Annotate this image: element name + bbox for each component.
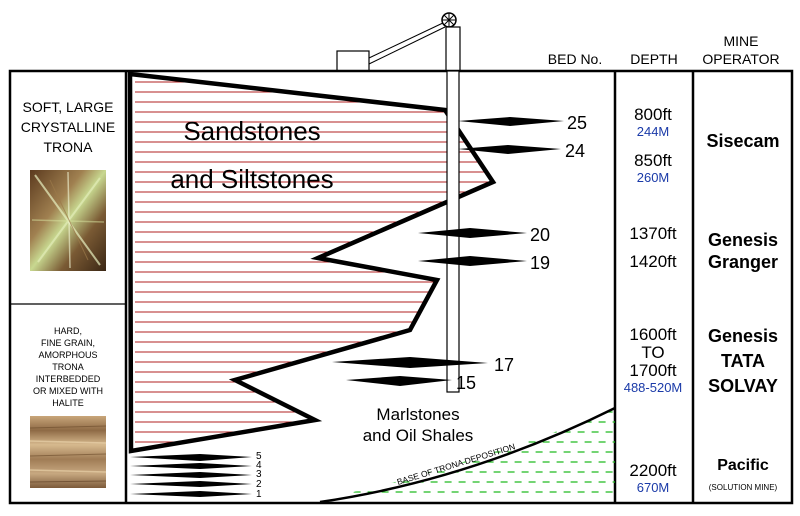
trona-bed-25: 25: [458, 113, 587, 133]
hard-trona-line-1: HARD,: [54, 326, 82, 336]
lower-bed-5-label: 5: [256, 451, 262, 462]
trona-type-column: SOFT, LARGE CRYSTALLINE TRONA HARD, FINE…: [21, 99, 115, 488]
operator-genesis-tata-1: Genesis: [708, 326, 778, 346]
operator-genesis-granger-2: Granger: [708, 252, 778, 272]
base-of-trona-line: [319, 406, 616, 504]
hard-trona-line-6: OR MIXED WITH: [33, 386, 103, 396]
hard-trona-line-5: INTERBEDDED: [36, 374, 101, 384]
base-of-trona-label: BASE OF TRONA DEPOSITION: [396, 441, 517, 487]
column-headers: BED No. DEPTH MINE OPERATOR: [548, 33, 780, 67]
operator-solvay: SOLVAY: [708, 376, 778, 396]
hard-trona-line-4: TRONA: [52, 362, 84, 372]
hoist-cable-2: [368, 26, 446, 65]
marl-label-line-2: and Oil Shales: [363, 426, 474, 445]
hard-trona-line-7: HALITE: [52, 398, 84, 408]
trona-bed-20: 20: [418, 225, 550, 245]
headframe: [445, 26, 461, 72]
mine-header: MINE: [724, 33, 759, 49]
lower-bed-2-label: 2: [256, 479, 262, 490]
soft-trona-line-1: SOFT, LARGE: [22, 99, 113, 115]
depth-column: 800ft 244M 850ft 260M 1370ft 1420ft 1600…: [624, 105, 683, 495]
sandstone-label-line-2: and Siltstones: [170, 164, 333, 194]
soft-trona-line-3: TRONA: [44, 139, 94, 155]
trona-bed-19: 19: [418, 253, 550, 273]
depth-1700ft: 1700ft: [629, 361, 677, 380]
amorphous-trona-photo: [29, 416, 107, 488]
trona-bed-15: 15: [346, 373, 476, 393]
depth-244m: 244M: [637, 124, 670, 139]
bed-17-label: 17: [494, 355, 514, 375]
operator-genesis-granger-1: Genesis: [708, 230, 778, 250]
depth-2200ft: 2200ft: [629, 461, 677, 480]
depth-670m: 670M: [637, 480, 670, 495]
depth-850ft: 850ft: [634, 151, 672, 170]
crystalline-trona-photo: [30, 170, 106, 271]
sandstone-label-line-1: Sandstones: [183, 116, 320, 146]
operator-pacific: Pacific: [717, 457, 769, 474]
soft-trona-line-2: CRYSTALLINE: [21, 119, 115, 135]
hoist-cable: [368, 21, 446, 59]
bed-no-header: BED No.: [548, 51, 602, 67]
lower-bed-3-label: 3: [256, 469, 262, 480]
bed-19-label: 19: [530, 253, 550, 273]
operator-sisecam: Sisecam: [706, 131, 779, 151]
lower-beds: 5 4 3 2 1: [130, 451, 262, 500]
hard-trona-line-2: FINE GRAIN,: [41, 338, 95, 348]
depth-488-520m: 488-520M: [624, 380, 683, 395]
bed-20-label: 20: [530, 225, 550, 245]
depth-to: TO: [641, 343, 664, 362]
lower-bed-1-label: 1: [256, 489, 262, 500]
operator-genesis-tata-2: TATA: [721, 351, 765, 371]
marl-label-line-1: Marlstones: [376, 405, 459, 424]
bed-15-label: 15: [456, 373, 476, 393]
section-frame: [8, 69, 794, 505]
depth-1420ft: 1420ft: [629, 252, 677, 271]
operator-header: OPERATOR: [702, 51, 779, 67]
depth-800ft: 800ft: [634, 105, 672, 124]
surface-hoist: [336, 12, 461, 72]
operator-solution-mine: (SOLUTION MINE): [709, 483, 778, 492]
depth-260m: 260M: [637, 170, 670, 185]
hard-trona-line-3: AMORPHOUS: [38, 350, 97, 360]
bed-25-label: 25: [567, 113, 587, 133]
depth-1370ft: 1370ft: [629, 224, 677, 243]
surface-building-icon: [336, 50, 370, 72]
bed-24-label: 24: [565, 141, 585, 161]
depth-1600ft: 1600ft: [629, 325, 677, 344]
depth-header: DEPTH: [630, 51, 677, 67]
operator-column: Sisecam Genesis Granger Genesis TATA SOL…: [706, 131, 779, 492]
trona-bed-17: 17: [332, 355, 514, 375]
marl-hatching: [320, 411, 615, 493]
lower-bed-4-label: 4: [256, 460, 262, 471]
trona-bed-24: 24: [458, 141, 585, 161]
